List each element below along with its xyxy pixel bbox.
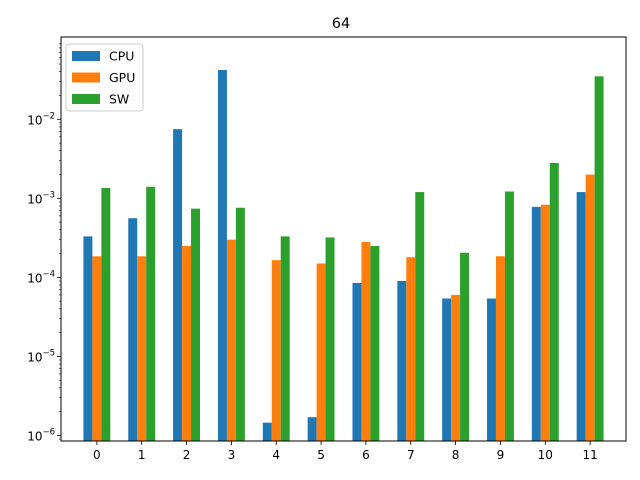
y-tick-label: 10−5 — [27, 348, 55, 364]
x-axis: 0 1 2 3 4 5 6 7 8 9 10 11 — [93, 441, 598, 462]
legend-swatch-gpu — [72, 72, 100, 83]
bars-layer — [83, 70, 604, 442]
bar-cpu-8 — [442, 298, 452, 441]
legend-swatch-cpu — [72, 51, 100, 61]
x-tick-label: 9 — [497, 448, 505, 462]
bar-cpu-5 — [307, 417, 317, 441]
bar-cpu-7 — [397, 280, 407, 441]
legend-label-sw: SW — [109, 92, 129, 107]
y-tick-label: 10−2 — [27, 111, 55, 127]
bar-sw-0 — [101, 188, 111, 441]
bar-sw-2 — [191, 208, 201, 441]
x-tick-label: 4 — [272, 448, 280, 462]
bar-cpu-10 — [531, 206, 541, 441]
bar-sw-5 — [325, 237, 335, 441]
x-tick-label: 10 — [538, 448, 553, 462]
x-tick-label: 8 — [452, 448, 460, 462]
bar-gpu-11 — [585, 174, 595, 442]
bar-cpu-6 — [352, 282, 362, 441]
bar-cpu-1 — [128, 218, 138, 441]
bar-cpu-0 — [83, 236, 93, 441]
x-tick-label: 11 — [582, 448, 597, 462]
bar-gpu-8 — [451, 294, 461, 441]
x-tick-label: 0 — [93, 448, 101, 462]
chart-title: 64 — [332, 16, 350, 32]
legend-label-gpu: GPU — [109, 70, 135, 85]
y-tick-label: 10−3 — [27, 190, 55, 206]
bar-gpu-1 — [137, 256, 147, 441]
bar-sw-9 — [504, 191, 514, 441]
x-tick-label: 5 — [317, 448, 325, 462]
bar-sw-6 — [370, 245, 380, 441]
bar-sw-8 — [460, 252, 470, 441]
y-axis: 10−6 10−5 10−4 10−3 10−2 — [27, 43, 61, 443]
bar-gpu-5 — [316, 263, 326, 441]
bar-gpu-0 — [92, 256, 102, 441]
bar-gpu-9 — [495, 256, 505, 441]
bar-sw-4 — [280, 236, 290, 441]
bar-gpu-7 — [406, 257, 416, 441]
bar-cpu-4 — [262, 422, 272, 441]
bar-cpu-11 — [576, 192, 586, 441]
bar-gpu-4 — [271, 260, 281, 441]
legend-swatch-sw — [72, 94, 100, 104]
legend: CPU GPU SW — [65, 43, 144, 112]
x-tick-label: 2 — [183, 448, 191, 462]
x-tick-label: 6 — [362, 448, 370, 462]
legend-label-cpu: CPU — [109, 49, 134, 64]
bar-sw-1 — [146, 186, 156, 441]
bar-sw-10 — [549, 162, 559, 442]
bar-cpu-2 — [173, 129, 183, 441]
bar-sw-11 — [594, 76, 604, 442]
y-tick-label: 10−6 — [27, 427, 55, 443]
y-tick-label: 10−4 — [27, 269, 55, 285]
bar-gpu-6 — [361, 242, 371, 441]
bar-gpu-2 — [182, 245, 192, 441]
bar-cpu-9 — [486, 298, 496, 441]
x-tick-label: 7 — [407, 448, 415, 462]
bar-cpu-3 — [217, 70, 227, 442]
bar-sw-7 — [415, 192, 425, 441]
plot-area-frame — [60, 36, 627, 442]
bar-gpu-10 — [540, 204, 550, 441]
x-tick-label: 1 — [138, 448, 146, 462]
bar-gpu-3 — [226, 239, 236, 441]
bar-sw-3 — [235, 207, 245, 441]
x-tick-label: 3 — [228, 448, 236, 462]
